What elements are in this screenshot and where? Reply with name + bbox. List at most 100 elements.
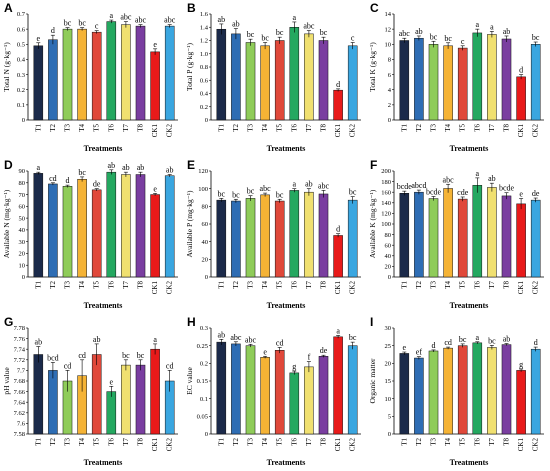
significance-label: abcd xyxy=(411,181,426,190)
significance-label: ab xyxy=(488,174,496,183)
y-tick-label: 10 xyxy=(385,41,392,48)
y-tick-label: 120 xyxy=(381,211,391,218)
bar-T8 xyxy=(501,344,512,435)
y-axis-label: Organic matter xyxy=(368,358,377,404)
significance-label: d xyxy=(51,26,55,35)
bar-T6 xyxy=(106,21,117,121)
x-tick-label: T2 xyxy=(49,438,57,446)
bar-CK1 xyxy=(333,336,343,435)
bar-T4 xyxy=(260,194,270,278)
x-tick-label: CK2 xyxy=(532,281,540,295)
bar-T3 xyxy=(428,350,439,435)
y-tick-label: 7.72 xyxy=(14,357,25,364)
x-tick-label: T8 xyxy=(137,124,145,132)
y-tick-label: 15 xyxy=(385,378,392,385)
y-tick-label: 7.7 xyxy=(17,368,26,375)
bar-T7 xyxy=(487,187,497,278)
y-tick-label: 10 xyxy=(385,396,392,403)
x-tick-label: T3 xyxy=(430,124,438,132)
bar-T8 xyxy=(318,356,329,435)
significance-label: c xyxy=(351,33,355,42)
y-tick-label: 0.25 xyxy=(197,343,208,350)
y-tick-label: 30 xyxy=(385,325,392,332)
significance-label: ab xyxy=(218,330,226,339)
significance-label: e xyxy=(153,184,157,193)
y-tick-label: 80 xyxy=(19,180,26,187)
significance-label: g xyxy=(292,362,296,371)
y-tick-label: 25 xyxy=(385,343,392,350)
significance-label: abc xyxy=(164,16,176,25)
bar-T1 xyxy=(33,173,44,278)
y-tick-label: 14 xyxy=(385,11,392,18)
significance-label: cd xyxy=(64,361,72,370)
x-tick-label: T5 xyxy=(93,281,101,289)
x-tick-label: T2 xyxy=(49,281,57,289)
significance-label: bc xyxy=(444,34,452,43)
significance-label: bc xyxy=(276,28,284,37)
significance-label: a xyxy=(293,13,297,22)
x-tick-label: T6 xyxy=(473,281,481,289)
y-tick-label: 0.6 xyxy=(200,77,209,84)
y-tick-label: 40 xyxy=(202,239,209,246)
x-tick-label: CK1 xyxy=(151,281,159,295)
significance-label: a xyxy=(476,333,480,342)
y-tick-label: 140 xyxy=(381,200,391,207)
bar-T7 xyxy=(487,34,497,121)
x-tick-label: T4 xyxy=(444,281,452,289)
x-tick-label: T4 xyxy=(78,438,86,446)
bar-T3 xyxy=(245,345,256,435)
x-tick-label: T7 xyxy=(488,281,496,289)
y-tick-label: 20 xyxy=(19,251,26,258)
bar-T5 xyxy=(274,200,285,278)
x-tick-label: T4 xyxy=(261,438,269,446)
y-tick-label: 120 xyxy=(198,168,208,175)
bar-T6 xyxy=(289,190,300,278)
bar-T1 xyxy=(216,341,227,435)
significance-label: bc xyxy=(459,335,467,344)
x-tick-label: T1 xyxy=(400,438,408,446)
x-axis-label: Treatments xyxy=(84,458,123,467)
significance-label: ab xyxy=(218,15,226,24)
bar-CK1 xyxy=(516,370,526,435)
significance-label: ab xyxy=(503,27,511,36)
bar-T7 xyxy=(487,347,497,435)
x-tick-label: T7 xyxy=(122,438,130,446)
significance-label: e xyxy=(153,40,157,49)
y-tick-label: 1.0 xyxy=(200,51,208,58)
significance-label: bc xyxy=(349,188,357,197)
significance-label: abc xyxy=(260,184,272,193)
x-tick-label: T6 xyxy=(473,124,481,132)
y-tick-label: 200 xyxy=(381,168,391,175)
y-tick-label: 7.66 xyxy=(14,389,26,396)
x-tick-label: T1 xyxy=(217,124,225,132)
y-tick-label: 180 xyxy=(381,179,391,186)
x-tick-label: T8 xyxy=(320,124,328,132)
y-tick-label: 7.76 xyxy=(14,336,26,343)
x-tick-label: CK1 xyxy=(151,124,159,138)
x-tick-label: T8 xyxy=(320,438,328,446)
x-tick-label: CK2 xyxy=(166,438,174,452)
bar-T7 xyxy=(121,364,131,435)
x-tick-label: T1 xyxy=(400,281,408,289)
x-tick-label: T1 xyxy=(217,281,225,289)
y-axis-label: Available N (mg·kg⁻¹) xyxy=(2,189,11,258)
x-axis-label: Treatments xyxy=(267,458,306,467)
x-tick-label: T4 xyxy=(261,281,269,289)
significance-label: e xyxy=(519,190,523,199)
x-tick-label: T4 xyxy=(444,124,452,132)
x-tick-label: CK1 xyxy=(334,281,342,295)
x-tick-label: T1 xyxy=(34,438,42,446)
bar-T6 xyxy=(472,32,483,121)
bar-T6 xyxy=(289,27,300,121)
y-tick-label: 2 xyxy=(388,102,391,109)
x-tick-label: T4 xyxy=(444,438,452,446)
y-tick-label: 90 xyxy=(19,168,26,175)
significance-label: c xyxy=(95,22,99,31)
y-tick-label: 0.05 xyxy=(197,414,208,421)
x-tick-label: T5 xyxy=(459,281,467,289)
x-tick-label: T7 xyxy=(305,438,313,446)
y-tick-label: 60 xyxy=(19,204,26,211)
y-tick-label: 40 xyxy=(385,253,392,260)
significance-label: e xyxy=(403,343,407,352)
panel-letter: H xyxy=(187,315,196,329)
